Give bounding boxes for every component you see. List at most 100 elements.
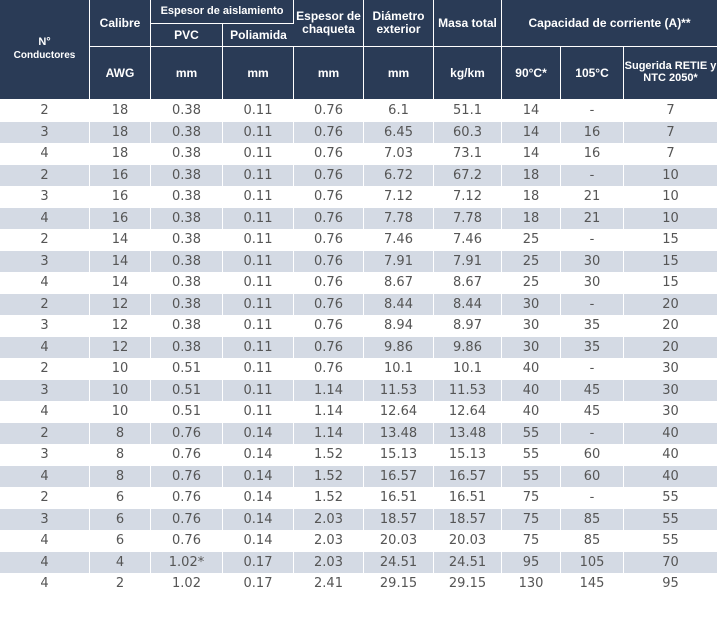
cell-calibre: 14 bbox=[90, 272, 151, 294]
cell-pvc: 0.38 bbox=[151, 229, 223, 251]
cell-chaqueta: 0.76 bbox=[294, 272, 365, 294]
cell-pvc: 1.02* bbox=[151, 551, 223, 573]
unit-poliamida-mm: mm bbox=[223, 47, 295, 100]
cell-105c: 30 bbox=[561, 272, 625, 294]
cell-chaqueta: 0.76 bbox=[294, 100, 365, 122]
unit-sugerida: Sugerida RETIE y NTC 2050* bbox=[624, 47, 717, 100]
cell-105c: - bbox=[561, 422, 625, 444]
cell-105c: 45 bbox=[561, 401, 625, 423]
cell-pvc: 0.51 bbox=[151, 358, 223, 380]
cell-90c: 55 bbox=[502, 444, 562, 466]
cell-masa: 12.64 bbox=[434, 401, 503, 423]
cell-sugerida: 30 bbox=[624, 379, 717, 401]
cell-poliamida: 0.14 bbox=[223, 444, 295, 466]
header-espesor-chaqueta: Espesor de chaqueta bbox=[294, 0, 365, 47]
cell-diametro: 8.67 bbox=[364, 272, 435, 294]
table-body: 2 18 0.38 0.11 0.76 6.1 51.1 14-7 3 18 0.38 0.11 0.7… bbox=[0, 100, 717, 595]
cell-calibre: 18 bbox=[90, 121, 151, 143]
table-row: 3 12 0.38 0.11 0.76 8.94 8.97 30 35 20 bbox=[0, 315, 717, 337]
cell-diametro: 16.51 bbox=[364, 487, 435, 509]
cell-chaqueta: 1.52 bbox=[294, 487, 365, 509]
cell-105c: - bbox=[561, 293, 625, 315]
cell-90c: 75 bbox=[502, 508, 562, 530]
cell-90c: 75 bbox=[502, 487, 562, 509]
cell-conductores: 2 bbox=[0, 293, 90, 315]
cell-diametro: 6.72 bbox=[364, 164, 435, 186]
cell-chaqueta: 0.76 bbox=[294, 121, 365, 143]
cell-conductores: 4 bbox=[0, 530, 90, 552]
cell-calibre: 14 bbox=[90, 229, 151, 251]
cell-chaqueta: 0.76 bbox=[294, 143, 365, 165]
cell-90c: 18 bbox=[502, 186, 562, 208]
cell-poliamida: 0.11 bbox=[223, 272, 295, 294]
cell-pvc: 0.76 bbox=[151, 508, 223, 530]
cell-diametro: 6.45 bbox=[364, 121, 435, 143]
cell-poliamida: 0.11 bbox=[223, 401, 295, 423]
cell-pvc: 0.38 bbox=[151, 315, 223, 337]
header-espesor-aislamiento: Espesor de aislamiento bbox=[151, 0, 295, 24]
cell-chaqueta: 0.76 bbox=[294, 293, 365, 315]
cell-pvc: 0.38 bbox=[151, 100, 223, 122]
cell-chaqueta: 0.76 bbox=[294, 186, 365, 208]
cell-105c: - bbox=[561, 229, 625, 251]
cell-diametro: 7.12 bbox=[364, 186, 435, 208]
cell-poliamida: 0.11 bbox=[223, 379, 295, 401]
cell-calibre: 8 bbox=[90, 444, 151, 466]
cell-sugerida: 10 bbox=[624, 207, 717, 229]
cell-105c: 35 bbox=[561, 336, 625, 358]
cell-calibre: 12 bbox=[90, 315, 151, 337]
table-row: 3 14 0.38 0.11 0.76 7.91 7.91 25 30 15 bbox=[0, 250, 717, 272]
cell-diametro: 7.78 bbox=[364, 207, 435, 229]
cell-sugerida: 7 bbox=[624, 100, 717, 122]
table-row: 2 6 0.76 0.14 1.52 16.51 16.51 75-55 bbox=[0, 487, 717, 509]
table-row: 2 8 0.76 0.14 1.14 13.48 13.48 55-40 bbox=[0, 422, 717, 444]
unit-awg: AWG bbox=[90, 47, 151, 100]
cell-conductores: 3 bbox=[0, 444, 90, 466]
cell-masa: 16.51 bbox=[434, 487, 503, 509]
cell-chaqueta: 0.76 bbox=[294, 207, 365, 229]
cell-poliamida: 0.11 bbox=[223, 207, 295, 229]
cell-poliamida: 0.11 bbox=[223, 229, 295, 251]
cell-poliamida: 0.11 bbox=[223, 164, 295, 186]
table-row: 2 18 0.38 0.11 0.76 6.1 51.1 14-7 bbox=[0, 100, 717, 122]
cell-pvc: 0.38 bbox=[151, 186, 223, 208]
cell-chaqueta: 0.76 bbox=[294, 250, 365, 272]
cell-diametro: 16.57 bbox=[364, 465, 435, 487]
cell-90c: 14 bbox=[502, 121, 562, 143]
header-conductores-top: N° bbox=[38, 36, 51, 49]
cell-calibre: 4 bbox=[90, 551, 151, 573]
cell-masa: 8.97 bbox=[434, 315, 503, 337]
cell-chaqueta: 0.76 bbox=[294, 164, 365, 186]
cell-masa: 60.3 bbox=[434, 121, 503, 143]
cell-pvc: 0.38 bbox=[151, 143, 223, 165]
cell-90c: 95 bbox=[502, 551, 562, 573]
cell-105c: 145 bbox=[561, 573, 625, 595]
cell-pvc: 0.38 bbox=[151, 250, 223, 272]
cell-pvc: 0.38 bbox=[151, 336, 223, 358]
cell-90c: 14 bbox=[502, 143, 562, 165]
cell-conductores: 4 bbox=[0, 401, 90, 423]
cell-sugerida: 10 bbox=[624, 186, 717, 208]
cell-105c: 16 bbox=[561, 143, 625, 165]
cell-sugerida: 20 bbox=[624, 336, 717, 358]
cell-diametro: 13.48 bbox=[364, 422, 435, 444]
cell-105c: 105 bbox=[561, 551, 625, 573]
cell-diametro: 6.1 bbox=[364, 100, 435, 122]
cell-poliamida: 0.14 bbox=[223, 530, 295, 552]
cell-calibre: 12 bbox=[90, 336, 151, 358]
table-row: 4 12 0.38 0.11 0.76 9.86 9.86 30 35 20 bbox=[0, 336, 717, 358]
cell-calibre: 12 bbox=[90, 293, 151, 315]
cell-diametro: 29.15 bbox=[364, 573, 435, 595]
cell-masa: 7.12 bbox=[434, 186, 503, 208]
unit-105c: 105°C bbox=[561, 47, 625, 100]
cell-105c: 21 bbox=[561, 186, 625, 208]
cell-diametro: 8.94 bbox=[364, 315, 435, 337]
cell-90c: 130 bbox=[502, 573, 562, 595]
cell-sugerida: 10 bbox=[624, 164, 717, 186]
table-row: 2 12 0.38 0.11 0.76 8.44 8.44 30-20 bbox=[0, 293, 717, 315]
cell-calibre: 16 bbox=[90, 164, 151, 186]
table-row: 3 6 0.76 0.14 2.03 18.57 18.57 75 85 55 bbox=[0, 508, 717, 530]
cell-90c: 55 bbox=[502, 465, 562, 487]
cell-105c: 30 bbox=[561, 250, 625, 272]
cell-90c: 40 bbox=[502, 358, 562, 380]
